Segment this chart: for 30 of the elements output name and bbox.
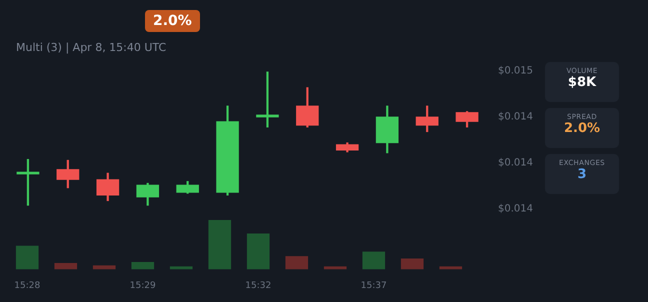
- bar: [208, 220, 232, 270]
- x-tick-label: 15:28: [14, 280, 40, 291]
- x-tick-label: 15:29: [130, 280, 156, 291]
- y-tick-label: $0.014: [498, 158, 534, 169]
- candlestick: [296, 87, 319, 128]
- bar: [246, 233, 270, 270]
- candlestick: [56, 160, 80, 188]
- candlestick: [16, 158, 40, 206]
- y-tick-label: $0.014: [498, 112, 534, 123]
- candlestick: [176, 181, 199, 194]
- chart-subtitle: Multi (3) | Apr 8, 15:40 UTC: [16, 41, 166, 54]
- bar: [285, 256, 308, 270]
- bar: [54, 262, 78, 270]
- bar: [362, 252, 386, 270]
- candlestick: [216, 106, 239, 196]
- x-tick-label: 15:32: [245, 280, 272, 291]
- text: $8K: [566, 75, 598, 90]
- y-tick-label: $0.015: [498, 66, 534, 77]
- candlestick: [416, 106, 438, 132]
- text: 2.0%: [145, 10, 200, 32]
- text: 2.0%: [562, 121, 602, 136]
- text: 3: [576, 167, 588, 182]
- x-tick-label: 15:37: [360, 280, 387, 291]
- bar: [131, 262, 154, 270]
- bar: [92, 265, 116, 270]
- candlestick: [456, 111, 478, 128]
- y-tick-label: $0.014: [498, 204, 534, 215]
- candlestick: [256, 72, 279, 128]
- bar: [400, 258, 424, 270]
- bar: [16, 246, 39, 270]
